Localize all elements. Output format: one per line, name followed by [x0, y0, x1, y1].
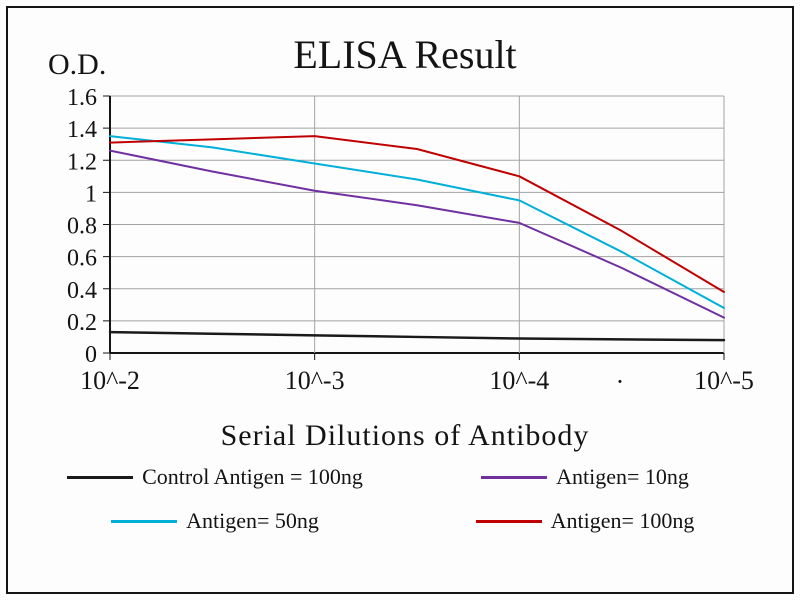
chart-title: ELISA Result: [293, 32, 516, 77]
y-tick-label: 1.2: [67, 149, 97, 175]
y-tick-label: 0.2: [67, 310, 97, 336]
y-tick-label: 0.4: [67, 278, 97, 304]
x-tick-label: 10^-5: [694, 366, 754, 395]
y-tick-label: 0: [85, 342, 97, 368]
y-axis-label: O.D.: [48, 48, 106, 81]
legend-item-control-antigen: Control Antigen = 100ng: [67, 464, 363, 490]
chart-legend: Control Antigen = 100ng Antigen= 10ng An…: [30, 464, 770, 534]
gridlines: 0 0.2 0.4 0.6 0.8 1 1.2 1.4 1.6 10^-2 10^-3 10^-4 10…: [67, 85, 754, 395]
series-lines: [108, 135, 726, 342]
legend-label: Antigen= 50ng: [186, 508, 319, 533]
legend-line-swatch-purple: [481, 475, 548, 479]
stray-dot: ·: [616, 367, 625, 396]
legend-item-antigen-50ng: Antigen= 50ng: [111, 508, 319, 534]
series-line: [109, 149, 725, 319]
x-tick-label: 10^-2: [80, 366, 140, 395]
series-line: [108, 330, 726, 342]
y-tick-label: 1: [85, 181, 97, 207]
legend-label: Antigen= 10ng: [556, 464, 689, 489]
y-tick-label: 0.6: [67, 246, 97, 272]
y-tick-label: 1.6: [67, 85, 97, 111]
legend-line-swatch-cyan: [111, 519, 178, 523]
series-line: [109, 135, 725, 310]
series-line: [109, 135, 725, 293]
legend-label: Antigen= 100ng: [550, 508, 695, 533]
x-axis-title: Serial Dilutions of Antibody: [221, 419, 590, 452]
y-tick-label: 0.8: [67, 214, 97, 240]
legend-label: Control Antigen = 100ng: [142, 464, 363, 489]
legend-item-antigen-100ng: Antigen= 100ng: [475, 508, 695, 534]
legend-line-swatch-black: [67, 475, 134, 479]
x-tick-label: 10^-4: [489, 366, 549, 395]
legend-line-swatch-red: [475, 519, 542, 523]
y-tick-label: 1.4: [67, 117, 97, 143]
x-tick-label: 10^-3: [285, 366, 345, 395]
legend-item-antigen-10ng: Antigen= 10ng: [481, 464, 689, 490]
